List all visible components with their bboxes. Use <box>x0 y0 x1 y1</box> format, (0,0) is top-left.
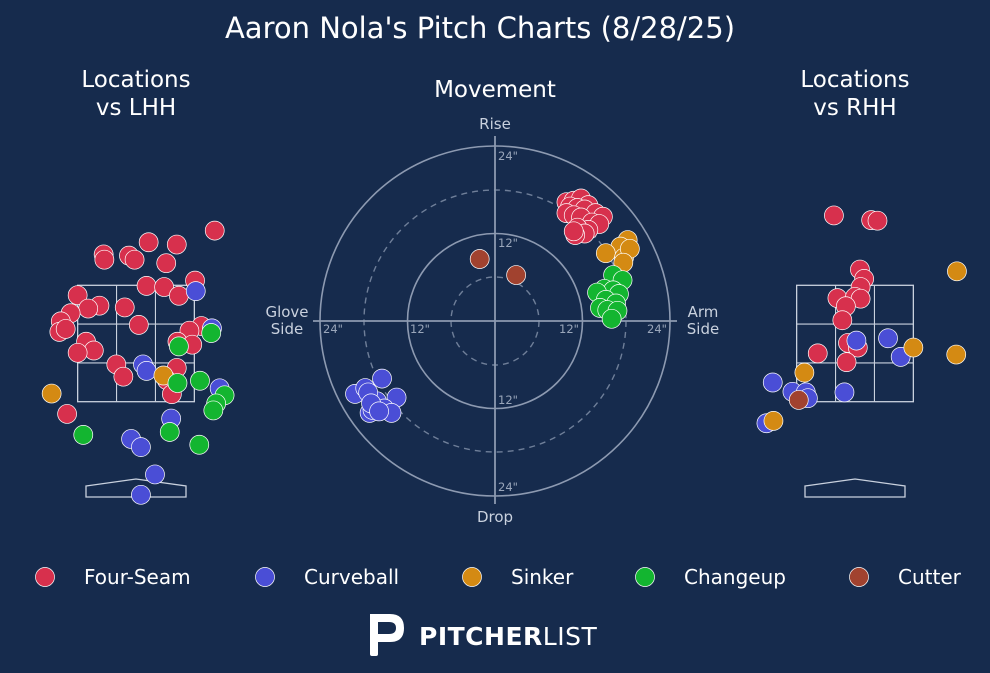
lhh-point-four-seam <box>204 220 225 241</box>
lhh-point-sinker <box>41 383 62 404</box>
pitcherlist-p-icon <box>370 614 404 656</box>
pitcherlist-wordmark: PITCHERLIST <box>419 622 597 651</box>
legend-marker-changeup <box>635 567 655 587</box>
lhh-point-changeup <box>159 422 180 442</box>
lhh-point-four-seam <box>136 276 157 296</box>
lhh-point-changeup <box>190 370 210 391</box>
rhh-point-cutter <box>788 390 809 410</box>
lhh-point-four-seam <box>113 366 134 387</box>
lhh-point-four-seam <box>94 249 115 270</box>
lhh-point-changeup <box>167 373 188 393</box>
rhh-point-four-seam <box>832 310 853 331</box>
lhh-point-changeup <box>189 434 210 455</box>
label-glove-line-2: Side <box>271 320 303 338</box>
lhh-point-four-seam <box>124 249 145 270</box>
panel-locations-rhh: Locations vs RHH <box>756 67 967 498</box>
lhh-point-curveball <box>145 464 165 485</box>
rhh-point-sinker <box>794 362 815 383</box>
rhh-point-four-seam <box>867 210 888 231</box>
lhh-point-four-seam <box>67 342 88 363</box>
legend-marker-cutter <box>849 567 869 587</box>
ring-label-bottom-24: 24" <box>498 480 518 494</box>
ring-label-right-12: 12" <box>559 322 579 336</box>
lhh-point-changeup <box>73 425 94 445</box>
ring-label-top-12: 12" <box>498 236 518 250</box>
lhh-title-line-2: vs LHH <box>96 95 176 121</box>
movement-point-changeup <box>601 308 622 329</box>
label-drop: Drop <box>477 508 513 526</box>
ring-label-bottom-12: 12" <box>498 393 518 407</box>
rhh-point-curveball <box>878 328 898 349</box>
ring-label-top-24: 24" <box>498 149 518 163</box>
movement-point-cutter <box>506 265 526 285</box>
lhh-point-four-seam <box>67 285 88 306</box>
label-glove-line-1: Glove <box>265 303 308 321</box>
rhh-point-sinker <box>947 261 967 282</box>
legend-marker-sinker <box>462 567 482 587</box>
movement-point-cutter <box>469 249 490 269</box>
movement-title: Movement <box>434 77 556 103</box>
rhh-title-line-2: vs RHH <box>813 95 896 121</box>
rhh-point-sinker <box>903 337 924 358</box>
lhh-point-four-seam <box>156 253 177 274</box>
rhh-home-plate <box>804 478 906 498</box>
panel-locations-lhh: Locations vs LHH <box>41 67 235 505</box>
lhh-pitch-points <box>41 220 235 505</box>
lhh-point-curveball <box>131 437 151 457</box>
lhh-point-curveball <box>185 281 206 301</box>
lhh-point-four-seam <box>128 315 149 335</box>
rhh-point-four-seam <box>807 343 828 364</box>
lhh-point-four-seam <box>55 319 76 339</box>
lhh-point-four-seam <box>138 232 159 253</box>
lhh-home-plate <box>85 478 187 498</box>
legend-label-curveball: Curveball <box>304 565 399 589</box>
rhh-point-sinker <box>946 344 967 365</box>
pitcherlist-logo: PITCHERLIST <box>370 614 597 656</box>
lhh-point-four-seam <box>114 297 135 318</box>
rhh-point-four-seam <box>824 205 844 226</box>
lhh-point-changeup <box>203 400 224 421</box>
legend-label-sinker: Sinker <box>511 565 574 589</box>
lhh-point-four-seam <box>169 285 189 306</box>
lhh-point-curveball <box>136 361 157 381</box>
lhh-point-four-seam <box>166 234 187 255</box>
rhh-point-four-seam <box>836 352 857 372</box>
movement-pitch-points <box>345 188 640 423</box>
chart-title: Aaron Nola's Pitch Charts (8/28/25) <box>225 11 735 45</box>
rhh-point-curveball <box>834 382 855 403</box>
panel-movement: Movement Rise Drop Glove Side Arm Side 2… <box>265 77 719 526</box>
ring-label-left-12: 12" <box>410 322 430 336</box>
lhh-point-four-seam <box>57 404 77 424</box>
movement-point-sinker <box>595 243 616 264</box>
rhh-point-curveball <box>762 372 783 393</box>
movement-point-curveball <box>369 401 389 422</box>
label-arm-line-1: Arm <box>688 303 719 321</box>
label-arm-line-2: Side <box>687 320 719 338</box>
legend-label-changeup: Changeup <box>684 565 786 589</box>
rhh-pitch-points <box>756 205 967 434</box>
legend-label-cutter: Cutter <box>898 565 962 589</box>
rhh-point-sinker <box>763 411 784 431</box>
legend-label-four-seam: Four-Seam <box>84 565 191 589</box>
ring-label-left-24: 24" <box>323 322 343 336</box>
legend-marker-curveball <box>255 567 275 587</box>
legend: Four-Seam Curveball Sinker Changeup Cutter <box>35 565 962 589</box>
rhh-title-line-1: Locations <box>800 67 909 93</box>
ring-label-right-24: 24" <box>647 322 667 336</box>
lhh-point-changeup <box>201 323 222 343</box>
lhh-point-curveball <box>131 484 151 505</box>
label-rise: Rise <box>479 115 511 133</box>
lhh-title-line-1: Locations <box>81 67 190 93</box>
movement-point-four-seam <box>563 221 584 242</box>
lhh-point-four-seam <box>78 298 99 319</box>
movement-point-curveball <box>372 368 392 389</box>
lhh-point-four-seam <box>154 277 174 297</box>
lhh-point-changeup <box>169 336 189 357</box>
rhh-point-curveball <box>846 330 867 351</box>
legend-marker-four-seam <box>35 567 55 587</box>
